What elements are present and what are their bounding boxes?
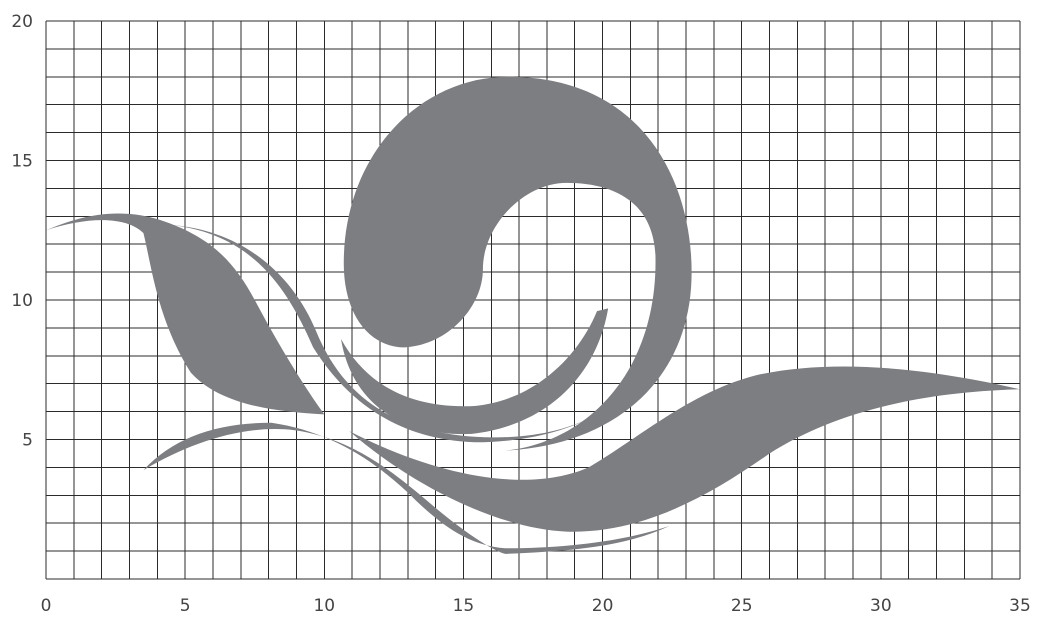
x-tick-label: 15 — [453, 596, 475, 616]
y-tick-label: 20 — [11, 12, 33, 32]
emblem-crescent — [343, 76, 692, 451]
y-tick-label: 15 — [11, 152, 33, 172]
y-tick-label: 10 — [11, 291, 33, 311]
x-tick-label: 30 — [870, 596, 892, 616]
x-tick-label: 10 — [313, 596, 335, 616]
axis-tick-labels: 0 5 10 15 20 25 30 35 5 10 15 20 — [11, 12, 1030, 616]
emblem-left-leaf — [46, 213, 325, 415]
emblem-inner-tail — [340, 308, 609, 435]
x-tick-label: 25 — [731, 596, 753, 616]
emblem — [46, 76, 1020, 554]
emblem-sweep-stroke — [168, 224, 603, 443]
emblem-right-wing — [349, 366, 1020, 532]
x-tick-label: 5 — [180, 596, 191, 616]
y-tick-label: 5 — [22, 431, 33, 451]
x-tick-label: 0 — [41, 596, 52, 616]
emblem-lower-wing — [143, 422, 670, 554]
x-tick-label: 20 — [592, 596, 614, 616]
x-tick-label: 35 — [1009, 596, 1031, 616]
